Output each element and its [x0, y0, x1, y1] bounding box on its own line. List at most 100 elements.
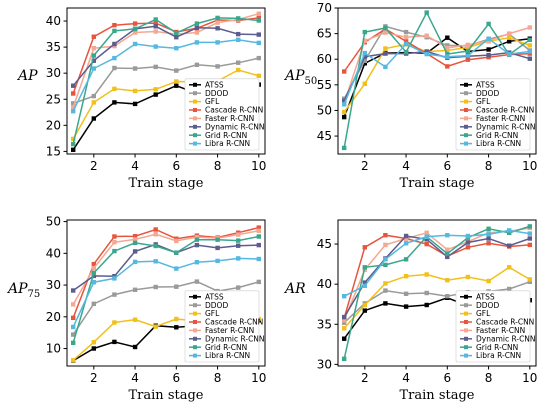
y-tick-label: 45: [317, 129, 332, 143]
data-point: [465, 245, 471, 250]
legend-swatch-marker: [464, 311, 468, 316]
plot-frame: [66, 7, 266, 155]
legend-label: Dynamic R-CNN: [476, 122, 536, 131]
data-point: [174, 284, 179, 289]
y-tick-label: 50: [46, 215, 61, 229]
chart-ap50: 2 4 6 8 10 45 50 55 60 65 70 Train stage AP50 ATSSDDO…: [283, 1, 537, 191]
data-point: [91, 66, 96, 71]
data-point: [153, 324, 158, 329]
data-point: [403, 274, 409, 279]
legend-item-atss: ATSS: [460, 80, 495, 89]
data-point: [132, 101, 138, 107]
plot-frame: [337, 7, 537, 155]
y-tick-label: 15: [46, 144, 61, 158]
legend-label: Dynamic R-CNN: [205, 122, 265, 131]
data-point: [383, 301, 388, 306]
data-point: [174, 325, 179, 330]
data-point: [91, 270, 96, 276]
y-tick-label: 30: [46, 278, 61, 292]
data-point: [383, 25, 388, 31]
data-point: [362, 38, 367, 43]
series-libra-r-cnn: [71, 256, 261, 330]
data-point: [256, 40, 261, 46]
series-gfl: [342, 265, 532, 331]
series-line: [343, 10, 531, 149]
legend-label: Cascade R-CNN: [205, 318, 263, 327]
data-point: [445, 294, 450, 299]
legend-swatch-marker: [464, 99, 468, 104]
legend-item-grid-r-cnn: Grid R-CNN: [189, 343, 247, 352]
legend-item-cascade-r-cnn: Cascade R-CNN: [189, 318, 263, 327]
data-point: [403, 35, 409, 40]
data-point: [112, 28, 117, 34]
series-line: [72, 25, 259, 87]
data-point: [362, 81, 367, 86]
data-point: [194, 279, 200, 284]
data-point: [132, 249, 138, 254]
data-point: [342, 336, 347, 341]
data-point: [194, 237, 200, 242]
x-tick-label: 8: [214, 371, 222, 385]
data-point: [527, 37, 532, 42]
data-point: [132, 88, 138, 94]
data-point: [174, 68, 179, 73]
data-point: [342, 320, 347, 325]
y-tick-label: 40: [46, 246, 61, 260]
legend-box: [184, 78, 260, 151]
x-axis-label: Train stage: [400, 176, 475, 191]
x-tick-label: 8: [485, 371, 493, 385]
data-point: [424, 237, 429, 242]
data-point: [174, 266, 179, 271]
data-point: [194, 234, 200, 240]
data-point: [236, 31, 241, 37]
data-point: [153, 44, 158, 49]
data-point: [215, 237, 220, 242]
data-point: [174, 30, 179, 36]
legend-item-faster-r-cnn: Faster R-CNN: [189, 326, 254, 335]
series-line: [343, 50, 531, 102]
data-point: [383, 64, 388, 70]
y-tick-label: 20: [46, 310, 61, 324]
data-point: [342, 318, 347, 323]
data-point: [507, 228, 512, 233]
legend-label: Grid R-CNN: [205, 343, 247, 352]
series-line: [72, 17, 259, 145]
x-tick-label: 4: [131, 371, 139, 385]
data-point: [465, 45, 471, 50]
data-point: [153, 243, 158, 249]
legend-box: [184, 290, 260, 363]
data-point: [527, 236, 532, 241]
data-point: [112, 100, 117, 105]
legend-label: DDOD: [476, 301, 499, 310]
data-point: [527, 56, 532, 61]
data-point: [194, 25, 200, 30]
data-point: [112, 240, 117, 245]
data-point: [112, 292, 117, 297]
data-point: [236, 256, 241, 261]
data-point: [112, 234, 117, 239]
data-point: [342, 326, 347, 331]
legend-label: GFL: [476, 309, 491, 318]
data-point: [342, 109, 347, 115]
data-point: [465, 57, 471, 62]
legend-item-dynamic-r-cnn: Dynamic R-CNN: [189, 334, 265, 343]
legend-label: Cascade R-CNN: [205, 106, 263, 115]
data-point: [236, 238, 241, 243]
legend-swatch-marker: [193, 311, 197, 316]
data-point: [194, 40, 200, 45]
data-point: [403, 39, 409, 44]
data-point: [236, 232, 241, 237]
series-line: [343, 37, 530, 105]
data-point: [527, 49, 532, 54]
series-line: [72, 57, 259, 105]
data-point: [112, 248, 117, 254]
y-tick-label: 30: [317, 357, 332, 371]
data-point: [91, 273, 96, 279]
data-point: [132, 287, 138, 292]
legend-swatch-marker: [193, 82, 197, 87]
y-axis-label: AP75: [6, 281, 40, 300]
data-point: [362, 54, 367, 59]
